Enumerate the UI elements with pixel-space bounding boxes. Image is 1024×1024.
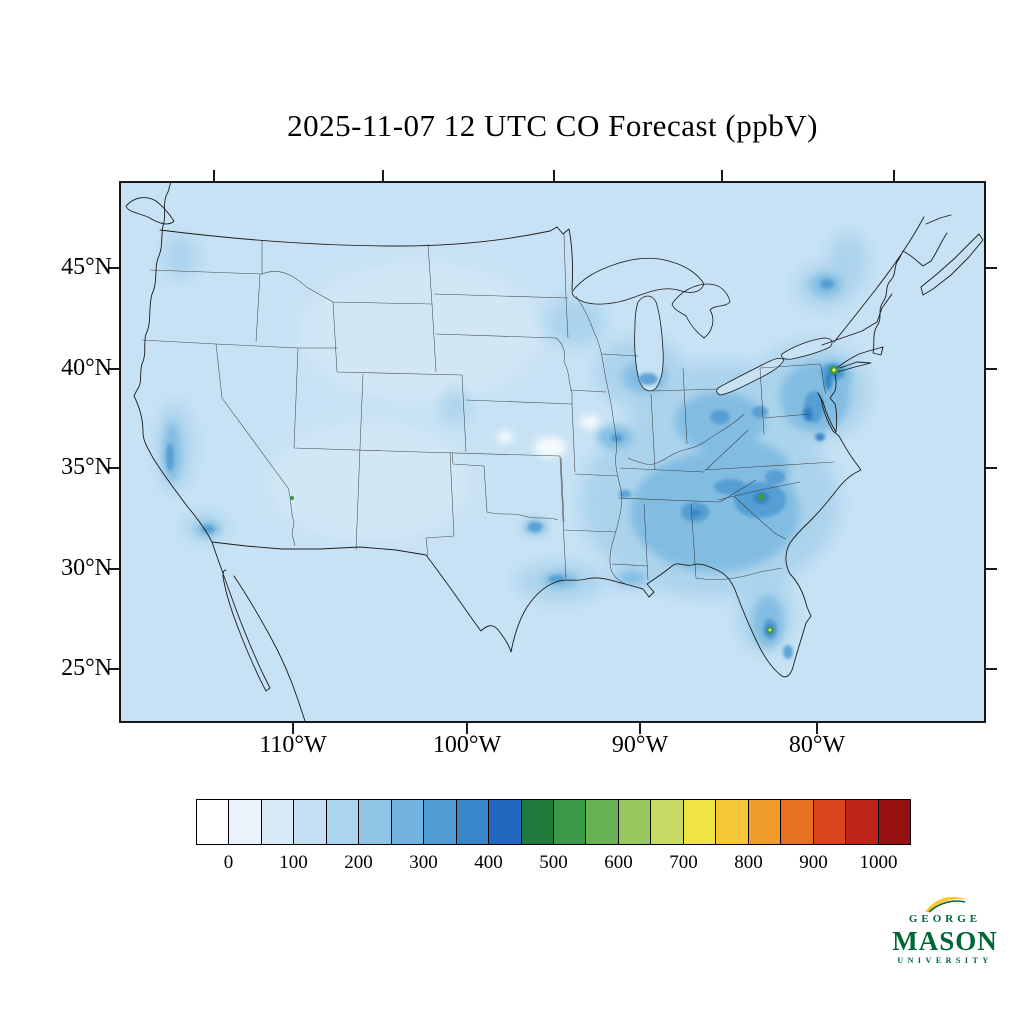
- gmu-logo-university: UNIVERSITY: [897, 955, 993, 965]
- coastline-path: [125, 182, 984, 722]
- colorbar-cell: [229, 800, 262, 844]
- colorbar-cell: [456, 800, 490, 844]
- colorbar-cell: [261, 800, 295, 844]
- colorbar-cell: [424, 800, 457, 844]
- gmu-logo: GEORGE MASON UNIVERSITY: [882, 894, 1008, 965]
- state-borders: [141, 233, 835, 587]
- colorbar-cell: [846, 800, 879, 844]
- colorbar-tick-label: 300: [409, 852, 438, 873]
- colorbar-cell: [553, 800, 587, 844]
- colorbar-cell: [716, 800, 749, 844]
- figure-title: 2025-11-07 12 UTC CO Forecast (ppbV): [287, 108, 818, 143]
- colorbar: [196, 799, 911, 845]
- colorbar-tick-label: 400: [474, 852, 503, 873]
- colorbar-tick-label: 200: [344, 852, 373, 873]
- colorbar-cell: [813, 800, 847, 844]
- colorbar-cell: [586, 800, 619, 844]
- great-lakes: [571, 258, 833, 396]
- co-hotspots: [290, 365, 839, 634]
- colorbar-cell: [294, 800, 327, 844]
- us-co-forecast-map: [108, 170, 997, 734]
- colorbar-cell: [618, 800, 652, 844]
- gmu-logo-mason: MASON: [892, 925, 998, 956]
- colorbar-tick-label: 1000: [859, 852, 898, 873]
- lat-tick-label: 35°N: [61, 454, 112, 480]
- colorbar-cell: [651, 800, 684, 844]
- colorbar-cell: [489, 800, 522, 844]
- colorbar-tick-label: 600: [604, 852, 633, 873]
- colorbar-tick-label: 0: [223, 852, 234, 873]
- colorbar-cell: [197, 800, 230, 844]
- map-frame: [119, 181, 986, 723]
- colorbar-tick-label: 500: [539, 852, 568, 873]
- lat-tick-label: 25°N: [61, 655, 112, 681]
- colorbar-tick-label: 800: [734, 852, 763, 873]
- lat-tick-label: 40°N: [61, 355, 112, 381]
- lat-tick-label: 30°N: [61, 555, 112, 581]
- colorbar-cell: [683, 800, 717, 844]
- colorbar-cell: [326, 800, 360, 844]
- gmu-swoosh-icon: [925, 896, 969, 913]
- gmu-logo-george: GEORGE: [908, 913, 982, 925]
- lat-tick-label: 45°N: [61, 254, 112, 280]
- colorbar-cell: [748, 800, 782, 844]
- lon-tick-label: 100°W: [432, 732, 502, 758]
- lon-tick-label: 110°W: [259, 732, 327, 758]
- co-field-minima: [497, 415, 600, 457]
- colorbar-tick-label: 900: [799, 852, 828, 873]
- colorbar-cell: [391, 800, 425, 844]
- colorbar-cell: [781, 800, 814, 844]
- colorbar-cell: [521, 800, 554, 844]
- colorbar-tick-label: 100: [279, 852, 308, 873]
- lon-tick-label: 90°W: [611, 732, 669, 758]
- map-ticks: [108, 170, 997, 734]
- lon-tick-label: 80°W: [788, 732, 846, 758]
- colorbar-cell: [878, 800, 910, 844]
- colorbar-cell: [359, 800, 392, 844]
- colorbar-tick-label: 700: [669, 852, 698, 873]
